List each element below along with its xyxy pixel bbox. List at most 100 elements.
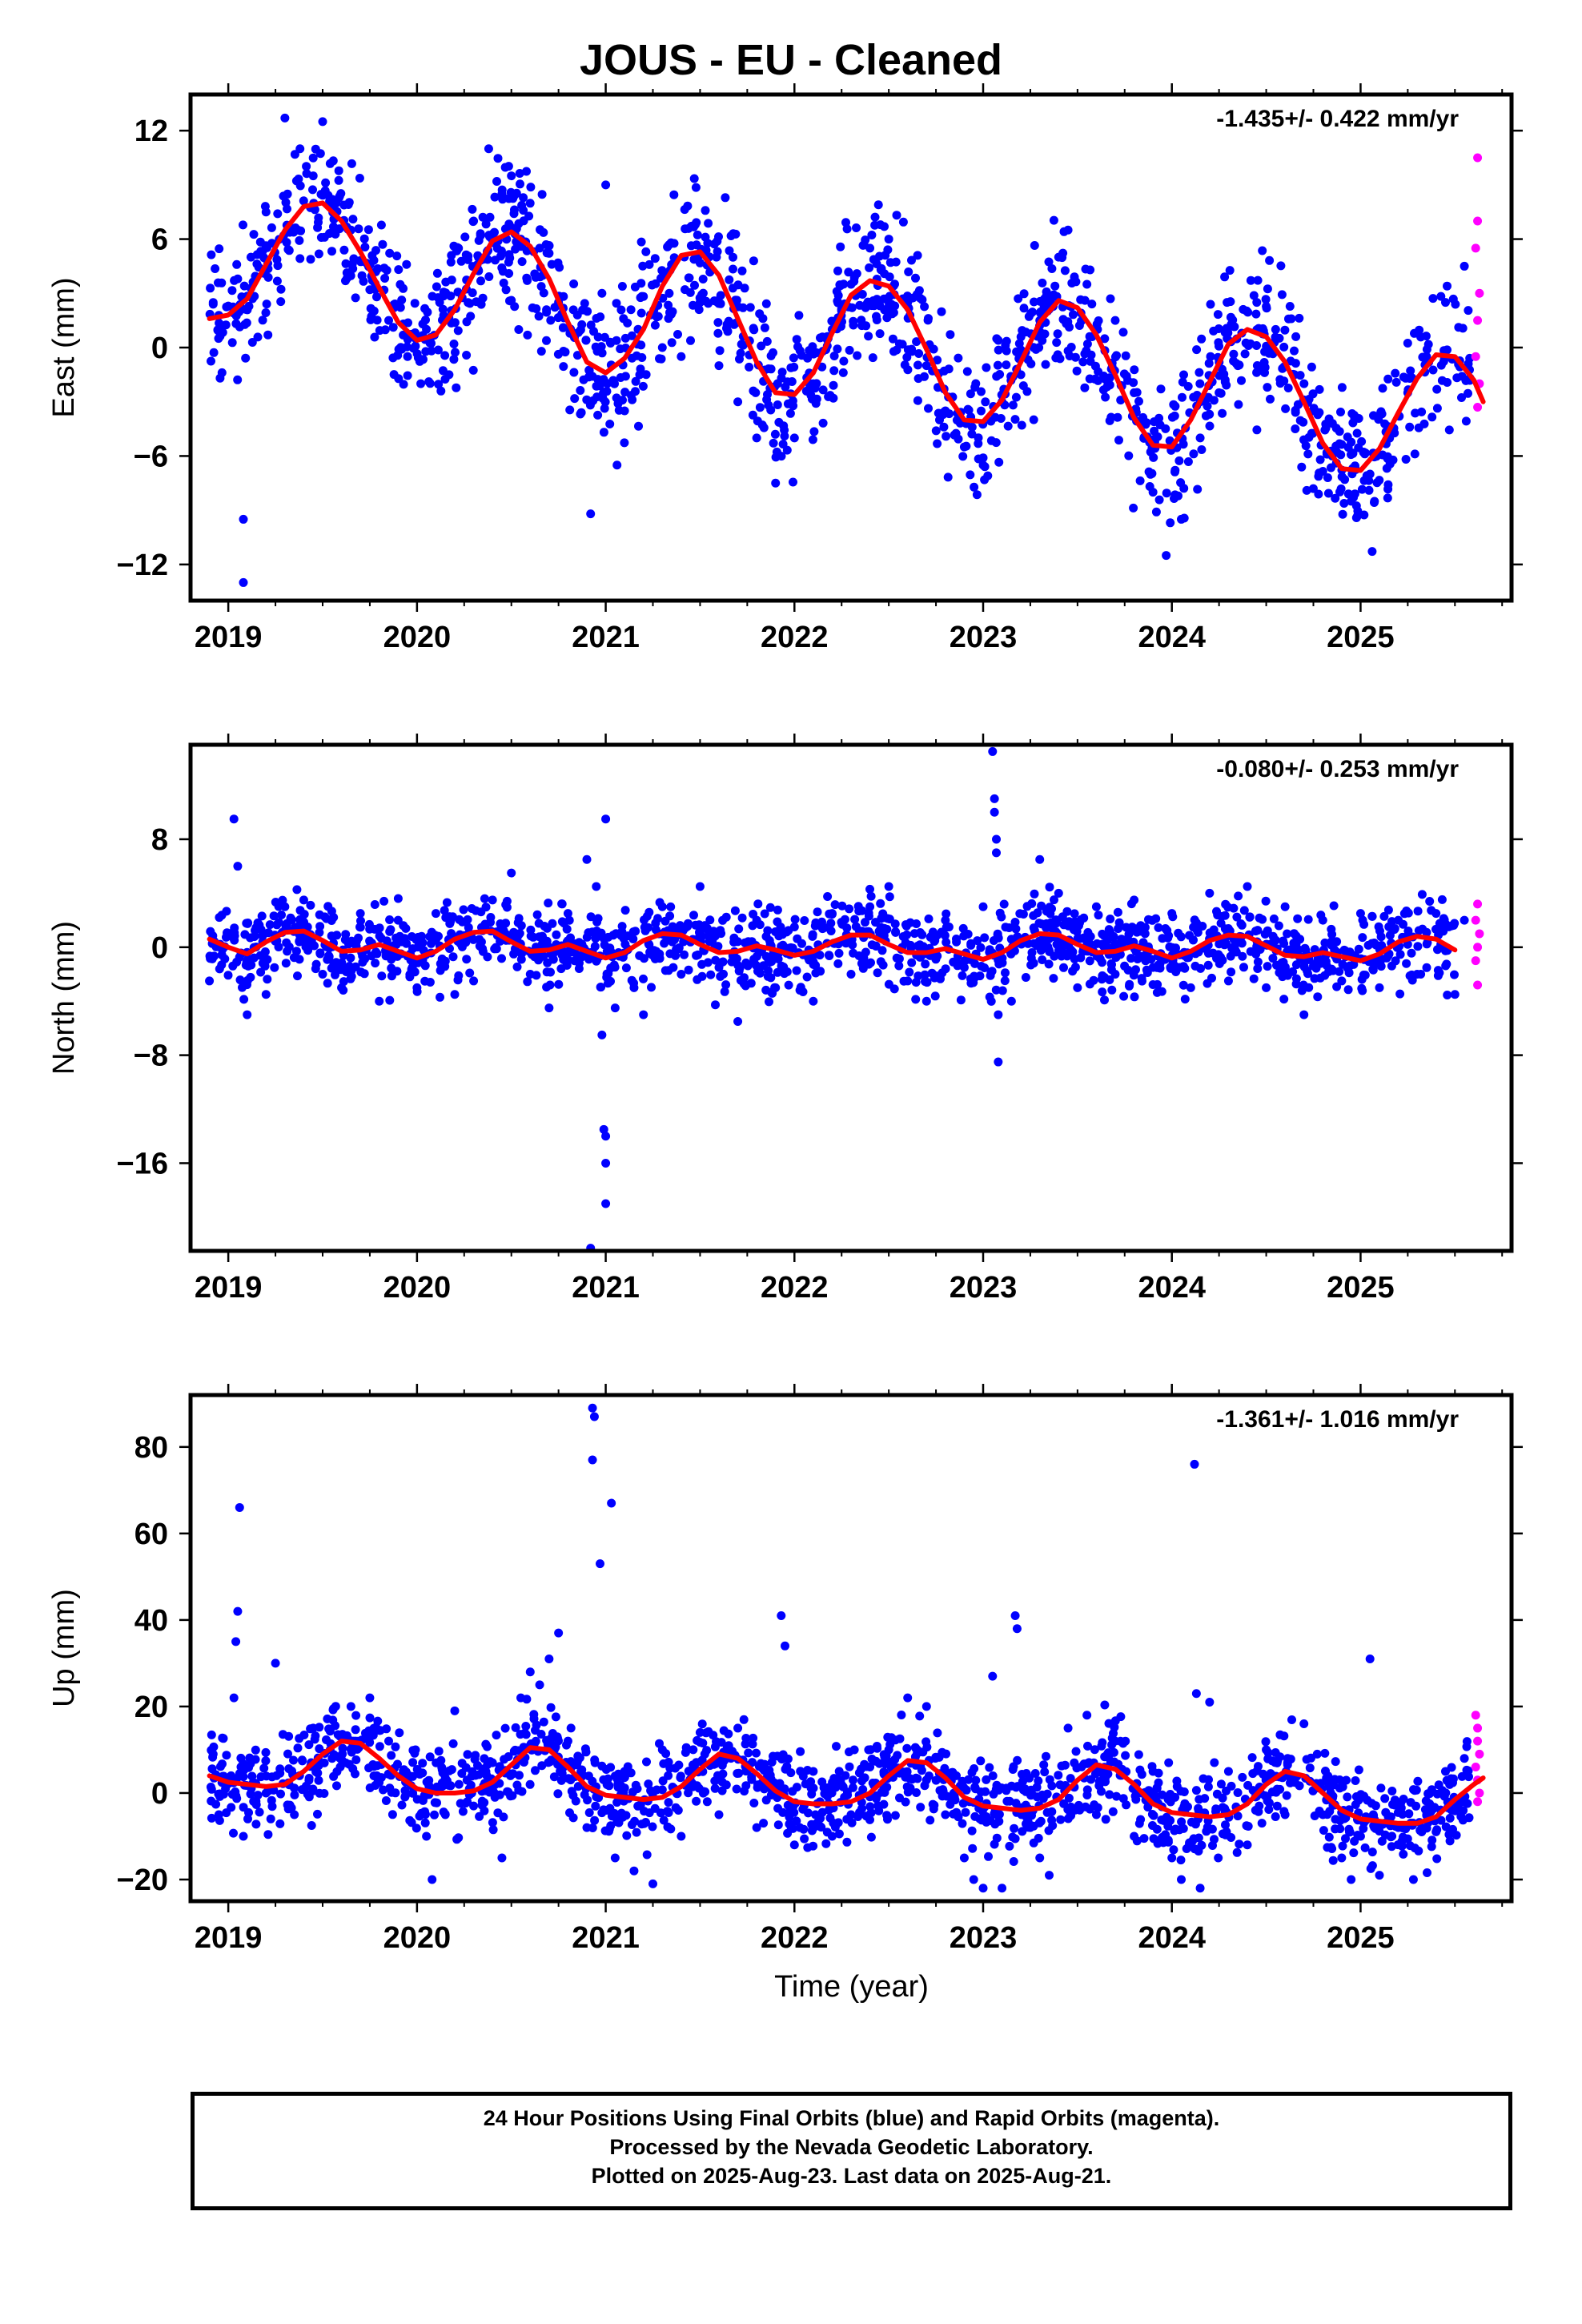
north-cloud-point — [1004, 923, 1014, 932]
north-cloud-point — [980, 933, 990, 943]
north-cloud-point — [1299, 980, 1308, 990]
up-panel: 2019 2020 2021 2022 2023 2024 2025−20020406080… — [47, 1384, 1523, 1955]
east-cloud-point — [267, 223, 276, 232]
east-cloud-point — [1086, 265, 1095, 275]
east-cloud-point — [560, 348, 570, 357]
east-cloud-point — [907, 255, 916, 265]
north-cloud-point — [833, 959, 843, 968]
up-cloud-point — [297, 1755, 307, 1765]
east-final-point — [597, 288, 607, 298]
east-cloud-point — [592, 381, 601, 391]
up-cloud-point — [1415, 1826, 1425, 1835]
up-cloud-point — [521, 1722, 531, 1731]
up-cloud-point — [959, 1783, 969, 1792]
north-cloud-point — [1338, 959, 1347, 969]
north-cloud-point — [323, 979, 332, 988]
north-cloud-point — [299, 917, 308, 927]
east-cloud-point — [500, 163, 510, 172]
east-cloud-point — [388, 323, 398, 332]
north-cloud-point — [931, 955, 941, 964]
up-cloud-point — [1248, 1769, 1258, 1779]
up-cloud-point — [365, 1738, 375, 1747]
north-cloud-point — [564, 915, 574, 925]
up-cloud-point — [1118, 1794, 1128, 1803]
east-cloud-point — [792, 335, 801, 344]
up-cloud-point — [671, 1763, 680, 1773]
north-cloud-point — [243, 919, 253, 927]
east-cloud-point — [749, 386, 758, 396]
up-cloud-point — [376, 1773, 386, 1783]
east-cloud-point — [1112, 351, 1121, 360]
north-cloud-point — [1452, 0, 1460, 5]
up-final-point — [695, 1727, 705, 1737]
north-cloud-point — [1092, 939, 1102, 948]
north-cloud-point — [1154, 923, 1163, 932]
north-cloud-point — [599, 934, 608, 943]
east-cloud-point — [1378, 384, 1387, 393]
up-cloud-point — [1247, 1753, 1257, 1763]
north-cloud-point — [749, 955, 759, 964]
east-cloud-point — [1149, 452, 1158, 462]
east-cloud-point — [844, 267, 853, 277]
north-cloud-point — [217, 950, 227, 959]
north-cloud-point — [1129, 971, 1138, 980]
up-cloud-point — [1452, 1831, 1461, 1840]
east-cloud-point — [1295, 313, 1304, 323]
east-cloud-point — [738, 340, 748, 350]
up-cloud-point — [1056, 1815, 1066, 1824]
north-final-point — [921, 996, 931, 1006]
up-final-point — [1195, 1884, 1205, 1893]
east-cloud-point — [1443, 378, 1452, 387]
up-cloud-point — [232, 1794, 242, 1803]
east-cloud-point — [592, 314, 601, 323]
east-cloud-point — [1448, 294, 1458, 304]
north-cloud-point — [1032, 941, 1042, 951]
north-cloud-point — [665, 949, 675, 959]
up-cloud-point — [1136, 1815, 1146, 1824]
east-cloud-point — [1252, 341, 1261, 350]
north-cloud-point — [548, 919, 557, 928]
east-cloud-point — [626, 391, 636, 400]
east-cloud-point — [478, 293, 488, 303]
east-cloud-point — [1134, 396, 1143, 406]
up-cloud-point — [531, 1766, 540, 1775]
up-cloud-point — [457, 1759, 467, 1768]
north-cloud-point — [740, 973, 749, 983]
north-cloud-point — [591, 934, 600, 943]
east-cloud-point — [748, 410, 757, 420]
east-cloud-point — [1243, 308, 1253, 317]
north-cloud-point — [648, 951, 657, 960]
east-cloud-point — [1183, 382, 1193, 391]
east-ytick-label: −12 — [117, 549, 168, 582]
up-data-layer — [206, 1403, 1486, 1893]
up-cloud-point — [825, 1813, 835, 1823]
north-cloud-point — [913, 971, 923, 981]
up-cloud-point — [1034, 1833, 1043, 1843]
east-cloud-point — [1290, 346, 1299, 356]
up-cloud-point — [207, 1784, 216, 1794]
east-rate-label: -1.435+/- 0.422 mm/yr — [1216, 106, 1459, 132]
north-cloud-point — [998, 986, 1007, 995]
north-cloud-point — [617, 922, 627, 931]
east-cloud-point — [716, 299, 725, 308]
up-final-point — [1110, 1736, 1120, 1746]
east-cloud-point — [939, 366, 949, 376]
north-final-point — [994, 1010, 1003, 1019]
up-cloud-point — [475, 1811, 484, 1821]
north-cloud-point — [272, 920, 282, 930]
up-cloud-point — [1257, 1819, 1267, 1828]
east-cloud-point — [295, 235, 304, 245]
north-final-point — [1205, 888, 1215, 898]
up-cloud-point — [412, 1823, 421, 1833]
up-cloud-point — [255, 1807, 264, 1817]
north-ytick-label: −8 — [134, 1039, 168, 1073]
north-cloud-point — [1045, 883, 1054, 892]
east-cloud-point — [1197, 334, 1207, 344]
east-cloud-point — [641, 370, 651, 380]
up-cloud-point — [710, 1742, 720, 1751]
up-cloud-point — [261, 1756, 271, 1766]
up-cloud-point — [470, 1755, 480, 1764]
up-cloud-point — [1194, 1833, 1203, 1843]
east-cloud-point — [1218, 408, 1227, 418]
